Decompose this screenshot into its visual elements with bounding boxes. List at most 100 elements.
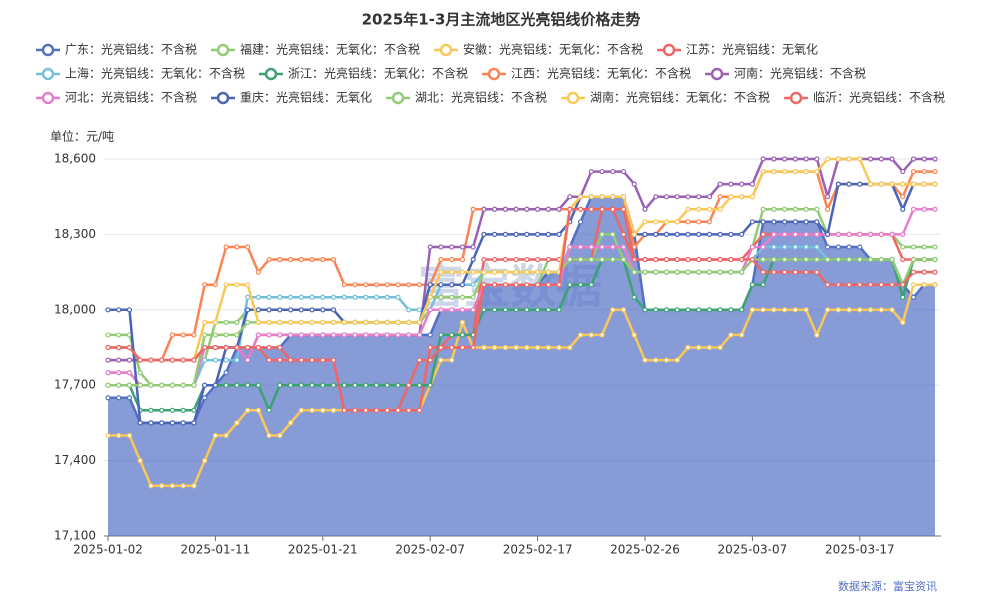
data-point [642,357,648,363]
data-point [320,256,326,263]
data-point [932,206,938,212]
data-point [169,407,176,413]
data-point [373,382,380,388]
legend-label: 湖北：光亮铝线：不含税 [415,90,547,105]
data-point [298,319,304,325]
data-point [674,269,680,275]
data-point [341,282,347,288]
x-tick-label: 2025-03-07 [718,543,788,557]
data-point [910,282,917,288]
data-point [696,269,702,275]
data-point [803,219,809,225]
data-point [706,307,713,313]
data-point [352,319,358,325]
data-point [889,307,895,313]
data-point [910,181,917,187]
data-point [266,357,272,363]
data-point [771,244,777,250]
data-point [416,407,423,413]
data-point [642,219,648,225]
data-point [116,332,122,338]
data-point [782,231,788,237]
data-point [298,407,304,413]
data-point [803,307,809,313]
data-point [878,156,884,162]
data-point [159,407,165,413]
data-point [287,382,294,388]
data-point [653,219,659,225]
data-point [706,231,713,237]
data-point [159,483,165,489]
data-point [921,244,927,250]
data-point [749,181,756,187]
data-point [202,282,208,288]
data-point [245,382,251,388]
data-point [513,344,519,351]
data-point [674,256,680,263]
data-point [212,344,219,351]
legend-label: 上海：光亮铝线：无氧化：不含税 [65,66,245,81]
legend-label: 福建：光亮铝线：无氧化：不含税 [240,42,420,57]
data-point [373,332,380,338]
data-point [427,344,433,351]
data-point [202,395,208,401]
data-point [202,357,208,363]
data-point [341,407,347,413]
data-point [449,294,455,300]
data-point [481,344,487,351]
data-point [760,282,766,288]
data-point [309,357,315,363]
data-point [857,244,863,250]
data-point [921,168,927,175]
data-point [814,206,820,212]
data-point [577,256,584,263]
data-point [524,282,530,288]
data-point [728,307,734,313]
legend-item: 福建：光亮铝线：无氧化：不含税 [211,42,420,57]
data-point [900,231,906,237]
data-point [384,319,390,325]
data-point [771,269,777,275]
data-point [760,206,766,212]
data-point [406,332,412,338]
data-point [202,332,208,338]
data-point [835,156,841,162]
legend-label: 浙江：光亮铝线：无氧化：不含税 [288,66,468,81]
data-point [470,206,476,212]
data-point [126,370,133,376]
data-point [610,256,616,263]
data-point [212,432,219,439]
data-point [749,194,756,200]
legend-symbol [264,67,278,81]
data-point [137,370,143,376]
data-point [126,382,133,388]
data-point [556,206,562,212]
data-point [739,231,745,237]
data-point [502,256,508,263]
data-point [535,231,541,237]
data-point [363,382,369,388]
data-point [223,244,229,250]
data-point [309,319,315,325]
data-point [277,307,283,313]
data-point [492,231,498,237]
data-point [900,256,906,263]
data-point [234,382,240,388]
data-point [438,244,444,250]
data-point [116,382,122,388]
data-point [395,294,401,300]
legend-symbol [789,91,803,105]
data-point [900,206,906,212]
data-point [921,206,927,212]
data-point [792,206,798,212]
data-point [137,458,143,464]
data-point [588,256,594,263]
data-point [126,307,133,313]
x-tick-label: 2025-03-17 [825,543,895,557]
data-point [255,332,261,338]
data-point [180,357,186,363]
data-point [814,332,820,338]
legend-symbol [439,43,453,57]
legend-label: 河南：光亮铝线：不含税 [734,66,866,81]
data-point [223,432,229,439]
